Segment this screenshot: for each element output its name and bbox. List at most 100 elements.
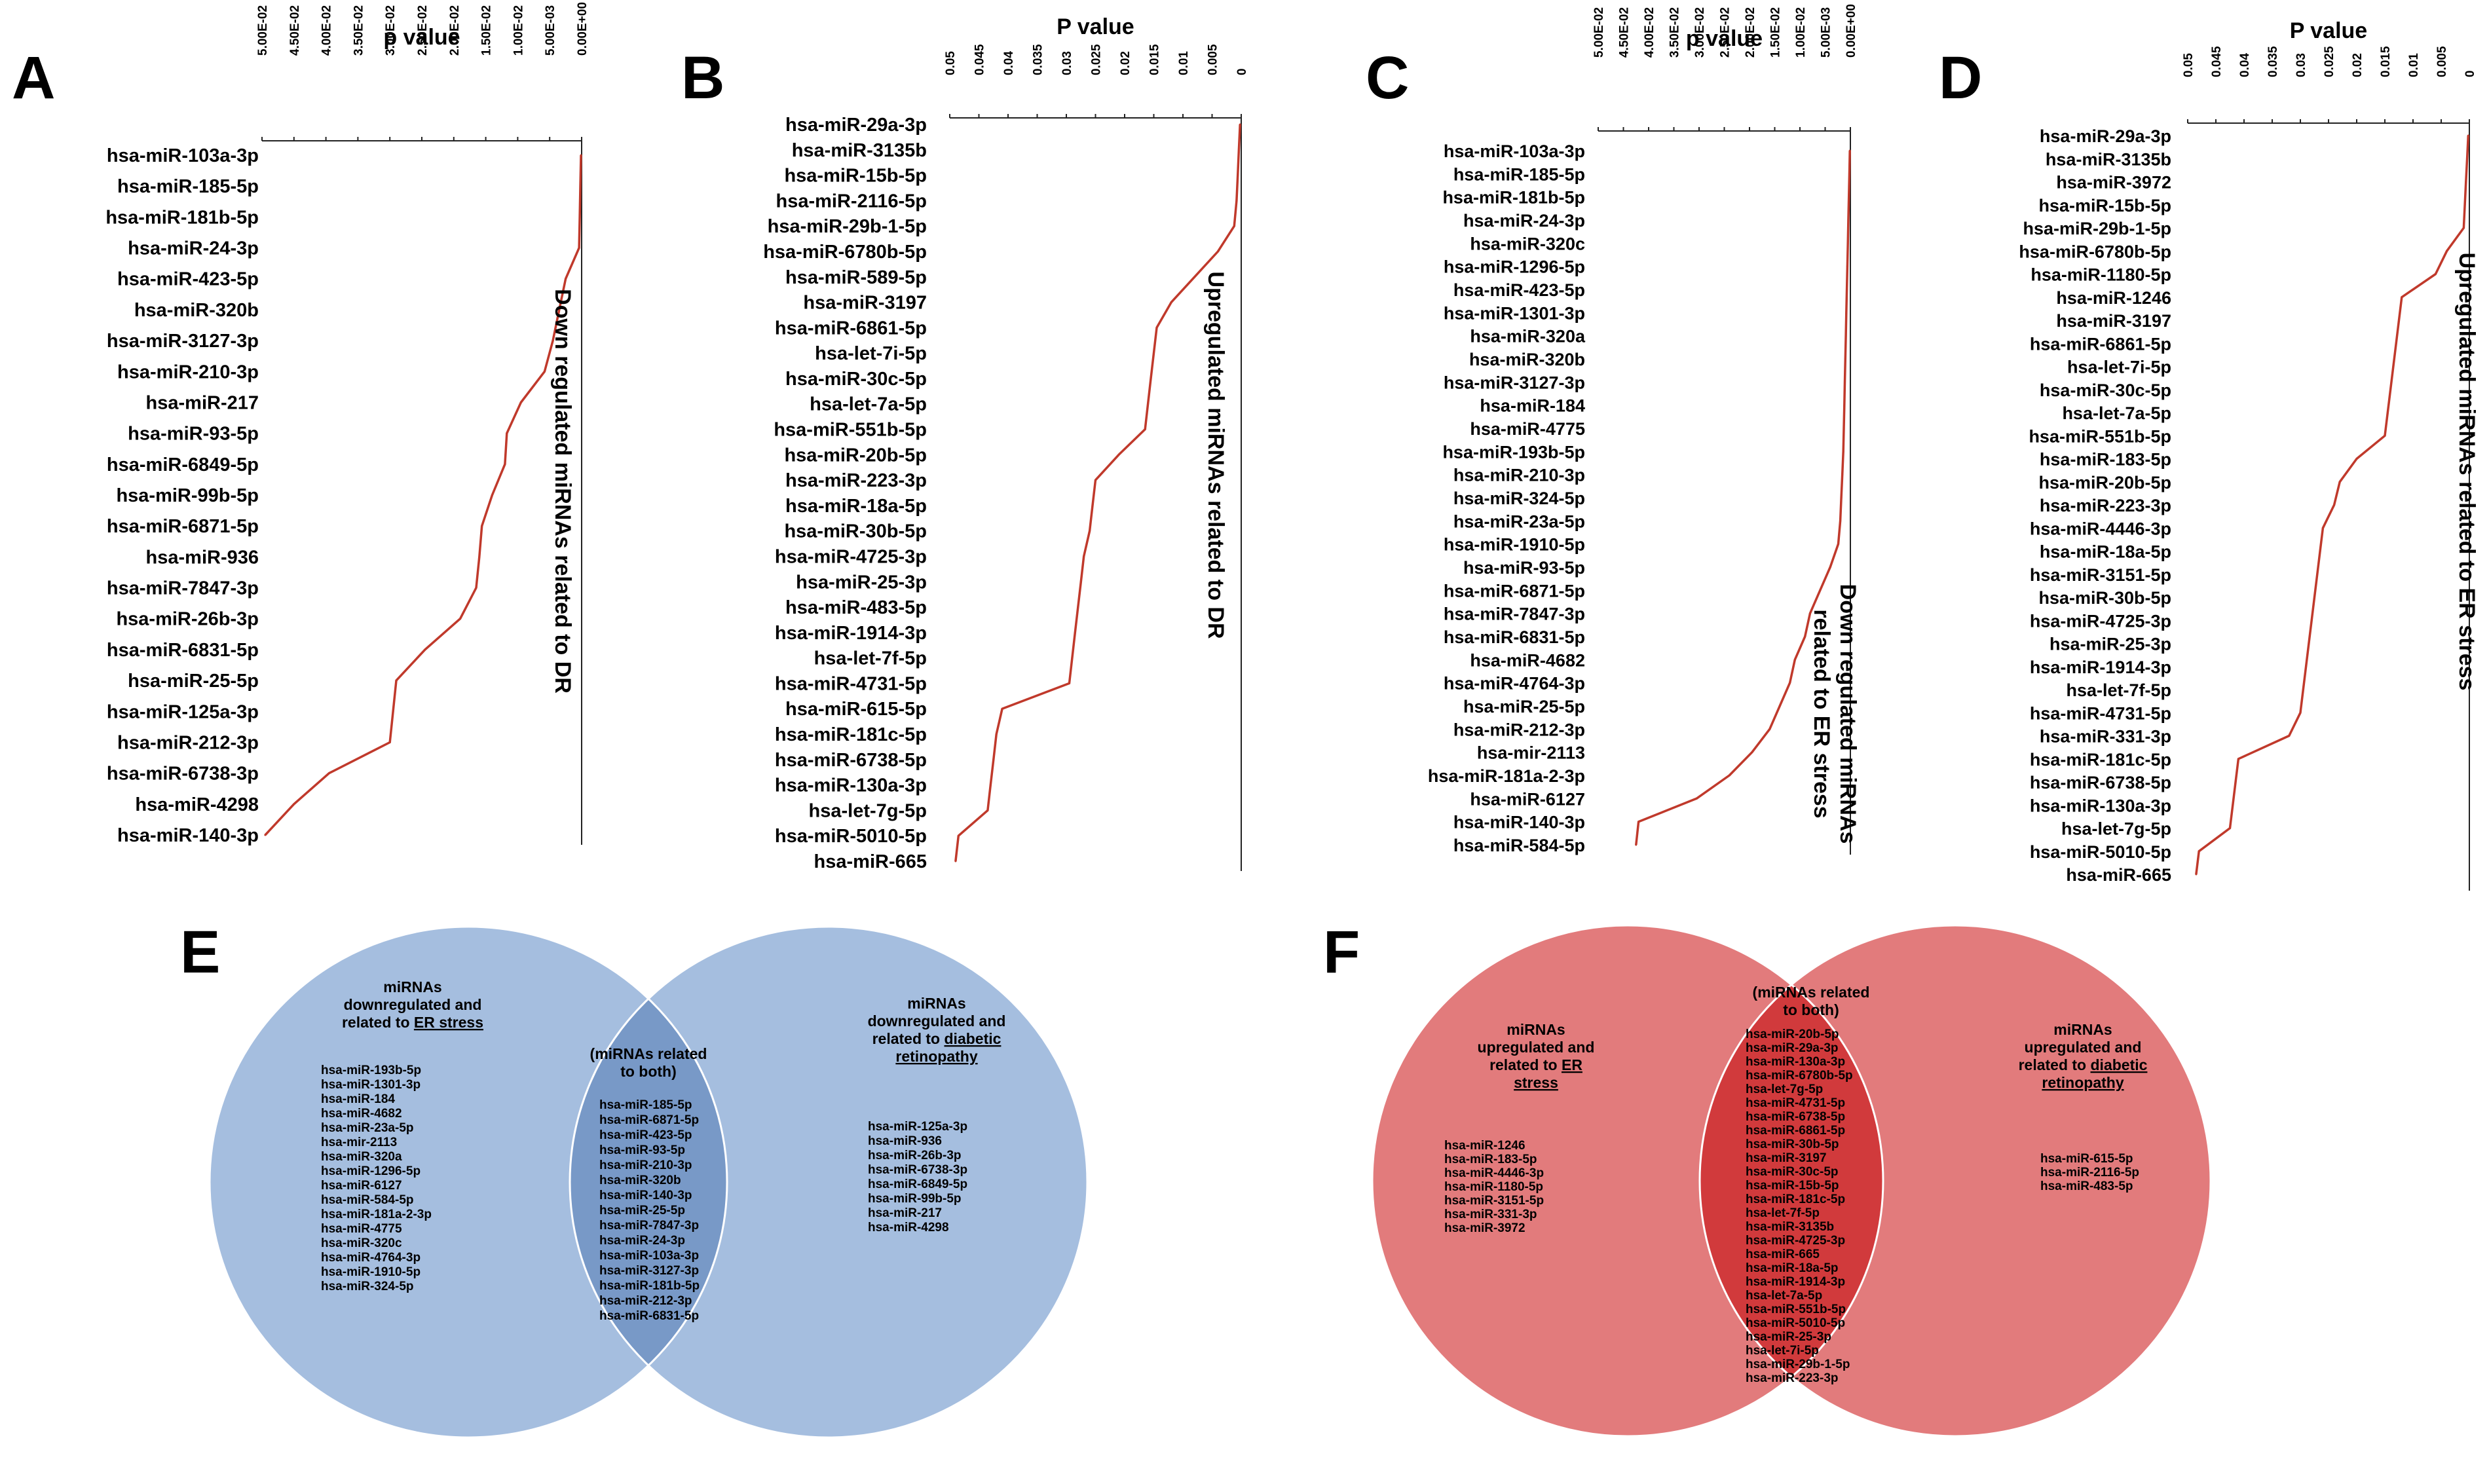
data-point [506, 432, 508, 435]
axis-title: p value [1686, 26, 1763, 51]
venn-list-item: hsa-miR-25-3p [1746, 1330, 1831, 1344]
data-point [2234, 781, 2237, 783]
category-label: hsa-miR-185-5p [117, 176, 259, 197]
venn-list-item: hsa-miR-6738-3p [868, 1163, 967, 1177]
data-point [2308, 642, 2310, 644]
data-point [1808, 612, 1811, 615]
data-point [1635, 844, 1638, 846]
category-label: hsa-miR-3127-3p [107, 331, 259, 352]
tick-label: 0.05 [944, 51, 958, 75]
category-label: hsa-miR-140-3p [117, 825, 259, 846]
data-point [1837, 543, 1840, 546]
category-label: hsa-miR-4682 [1470, 650, 1585, 670]
category-label: hsa-miR-217 [146, 392, 259, 413]
venn-list-item: hsa-miR-4298 [868, 1221, 949, 1234]
data-point [2384, 434, 2386, 437]
data-point [2462, 227, 2465, 229]
venn-header-underlined: diabetic [945, 1030, 1001, 1047]
venn-list-item: hsa-miR-210-3p [599, 1159, 692, 1172]
venn-list-item: hsa-miR-140-3p [599, 1189, 692, 1202]
tick-label: 5.00E-03 [544, 5, 557, 56]
data-point [1117, 453, 1120, 456]
data-point [1170, 301, 1172, 304]
category-label: hsa-miR-4725-3p [775, 546, 927, 567]
venn-header-line: (miRNAs related [590, 1045, 707, 1062]
data-point [957, 834, 960, 837]
data-point [481, 525, 483, 527]
venn-list-item: hsa-miR-20b-5p [1746, 1028, 1839, 1041]
venn-header-line: related to diabetic [872, 1030, 1001, 1047]
tick-label: 4.00E-02 [1643, 7, 1656, 58]
tick-label: 3.50E-02 [352, 5, 365, 56]
data-point [1847, 219, 1850, 221]
data-point [475, 587, 477, 589]
category-label: hsa-miR-1914-3p [2030, 658, 2171, 677]
chart-a-downregulated-dr: p value 5.00E-02 4.50E-02 4.00E-02 3.50E-02 3… [105, 2, 590, 846]
category-label: hsa-miR-551b-5p [774, 420, 927, 441]
venn-list-item: hsa-miR-26b-3p [868, 1149, 962, 1162]
category-label: hsa-miR-30b-5p [2038, 588, 2171, 608]
data-point [1091, 504, 1094, 507]
tick-label: 0.035 [2266, 46, 2280, 77]
category-label: hsa-miR-589-5p [785, 267, 927, 288]
tick-label: 0.01 [1177, 51, 1191, 75]
category-label: hsa-miR-99b-5p [116, 485, 259, 506]
data-point [995, 733, 998, 735]
category-label: hsa-miR-29b-1-5p [768, 216, 927, 237]
category-label: hsa-miR-103a-3p [107, 145, 259, 166]
venn-list-item: hsa-miR-30b-5p [1746, 1138, 1839, 1151]
panel-label-e: E [180, 919, 220, 986]
venn-list-item: hsa-miR-3127-3p [599, 1264, 699, 1278]
category-label: hsa-miR-24-3p [1463, 211, 1585, 231]
category-label: hsa-miR-423-5p [117, 269, 259, 290]
chart-d-upregulated-er-stress: P value 0.05 0.045 0.04 0.035 0.03 0.025 0.02 0.… [2019, 18, 2479, 891]
data-point [1237, 149, 1240, 151]
data-point [989, 784, 992, 787]
venn-list-item: hsa-miR-6831-5p [599, 1309, 699, 1323]
category-label: hsa-miR-6738-5p [2030, 773, 2171, 792]
category-label: hsa-miR-93-5p [1463, 558, 1585, 578]
data-point [1843, 404, 1846, 407]
category-label: hsa-miR-6871-5p [107, 516, 259, 537]
data-point [2463, 204, 2466, 206]
venn-list-item: hsa-miR-4731-5p [1746, 1096, 1845, 1110]
venn-list-item: hsa-miR-15b-5p [1746, 1179, 1839, 1193]
venn-list-item: hsa-miR-29a-3p [1746, 1041, 1839, 1055]
category-label: hsa-miR-15b-5p [2038, 196, 2171, 215]
tick-label: 0.04 [1002, 51, 1016, 75]
data-point [954, 860, 957, 863]
venn-list-item: hsa-miR-93-5p [599, 1143, 685, 1157]
category-label: hsa-miR-320c [1470, 234, 1585, 253]
venn-list-item: hsa-miR-1910-5p [321, 1265, 421, 1279]
tick-label: 2.00E-02 [1744, 7, 1757, 58]
tick-label: 2.50E-02 [416, 5, 430, 56]
category-label: hsa-miR-3135b [792, 140, 927, 161]
category-label: hsa-mir-2113 [1477, 743, 1585, 763]
tick-label: 0.025 [2323, 46, 2336, 77]
category-label: hsa-miR-4731-5p [775, 673, 927, 694]
tick-label: 0 [2463, 70, 2477, 77]
category-label: hsa-miR-181c-5p [2030, 750, 2171, 770]
venn-header-line: related to ER [1489, 1056, 1582, 1073]
venn-header-line: upregulated and [1478, 1039, 1595, 1056]
data-point [1848, 172, 1850, 175]
venn-list-item: hsa-miR-24-3p [599, 1234, 685, 1248]
venn-header-underlined: retinopathy [2042, 1074, 2124, 1091]
data-point [1778, 705, 1781, 707]
category-label: hsa-let-7g-5p [809, 800, 927, 821]
category-label: hsa-miR-551b-5p [2029, 426, 2171, 446]
tick-label: 0.00E+00 [1844, 4, 1858, 58]
category-label: hsa-miR-30c-5p [785, 369, 927, 390]
venn-list-item: hsa-miR-1180-5p [1444, 1180, 1543, 1194]
category-label: hsa-miR-20b-5p [2038, 473, 2171, 492]
data-point [504, 463, 506, 466]
venn-list-item: hsa-let-7i-5p [1746, 1344, 1819, 1358]
data-point [2310, 619, 2313, 621]
venn-header-underlined: diabetic [2091, 1056, 2148, 1073]
venn-list-item: hsa-miR-18a-5p [1746, 1261, 1839, 1275]
tick-label: 3.00E-02 [1693, 7, 1707, 58]
panel-label-b: B [681, 45, 724, 111]
data-point [392, 710, 394, 713]
venn-list-item: hsa-miR-2116-5p [2040, 1166, 2139, 1179]
data-point [519, 401, 522, 403]
